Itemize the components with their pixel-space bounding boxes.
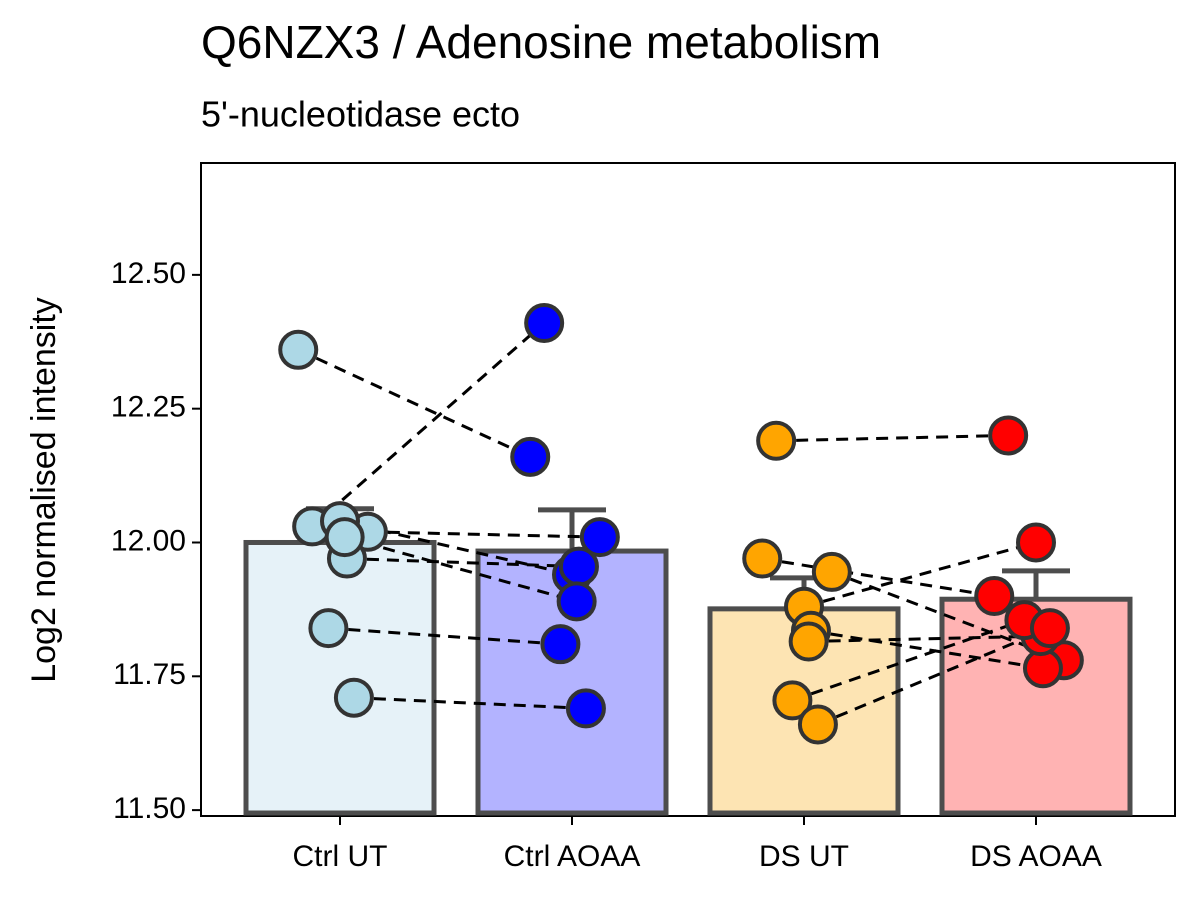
y-tick-label: 12.50 [111,257,186,290]
data-point [788,621,829,662]
data-point [797,704,838,745]
y-tick-label: 11.75 [113,658,186,691]
data-point [333,677,374,718]
chart-title: Q6NZX3 / Adenosine metabolism [201,16,881,68]
y-tick-label: 11.50 [113,792,186,825]
data-point [565,688,606,729]
x-tick-label: DS UT [759,840,849,873]
data-point [510,436,551,477]
y-axis-label: Log2 normalised intensity [25,297,63,683]
data-point [772,680,813,721]
pair-line [311,321,546,528]
data-point [974,576,1015,617]
bar [243,539,437,816]
data-point [278,329,319,370]
pair-line [791,618,1025,702]
pair-line [776,433,1009,443]
pair-line [297,348,531,459]
data-point [1029,608,1070,649]
data-point [558,546,599,587]
data-point [756,420,797,461]
data-point [988,415,1029,456]
data-point [308,608,349,649]
pair-line [817,626,1051,726]
data-point [524,303,565,344]
data-point [324,517,365,558]
data-point [556,581,597,622]
data-point [811,551,852,592]
pair-line [803,541,1037,609]
pair-line [344,535,578,603]
x-tick-label: Ctrl UT [293,840,388,873]
chart-subtitle: 5'-nucleotidase ecto [201,94,520,135]
data-point [579,517,620,558]
x-tick-label: Ctrl AOAA [504,840,641,873]
data-point [540,624,581,665]
y-tick-label: 12.25 [111,391,186,424]
data-point [742,538,783,579]
x-tick-label: DS AOAA [970,840,1102,873]
y-tick-label: 12.00 [111,524,186,557]
data-point [1016,522,1056,563]
